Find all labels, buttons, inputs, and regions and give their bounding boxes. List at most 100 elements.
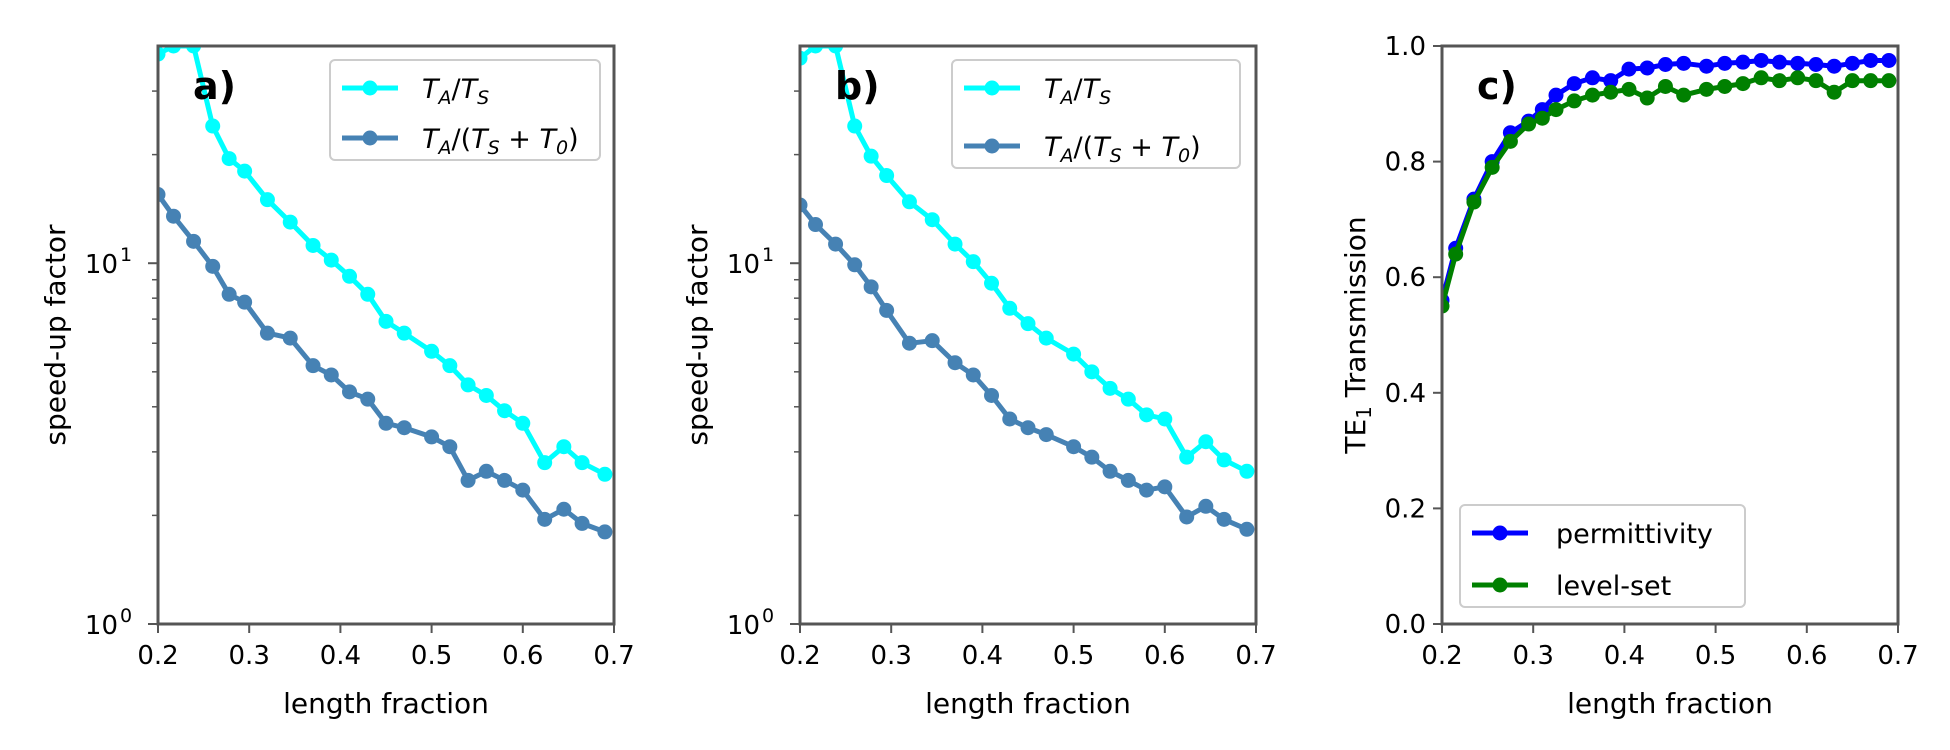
- legend-label: TA/TS: [422, 74, 489, 109]
- data-point: [305, 358, 321, 374]
- legend: TA/TS TA/(TS + T0): [951, 59, 1241, 169]
- legend-box: [951, 59, 1241, 169]
- data-point: [1808, 56, 1824, 72]
- x-tick-label: 0.6: [1786, 641, 1827, 671]
- data-point: [947, 355, 963, 371]
- data-point: [158, 187, 166, 203]
- legend: TA/TS TA/(TS + T0): [329, 59, 601, 161]
- data-point: [1753, 70, 1769, 86]
- data-point: [537, 511, 553, 527]
- y-tick-label: 0.0: [1385, 610, 1426, 640]
- data-point: [1548, 102, 1564, 118]
- data-point: [1808, 73, 1824, 89]
- axes-frame: [798, 44, 1258, 626]
- data-point: [1239, 521, 1255, 537]
- data-point: [800, 50, 808, 66]
- data-point: [497, 403, 513, 419]
- data-point: [1038, 427, 1054, 443]
- y-tick-label: 10: [85, 250, 118, 280]
- data-point: [800, 197, 808, 213]
- data-point: [1084, 364, 1100, 380]
- legend-marker: [984, 138, 1000, 154]
- data-point: [597, 466, 613, 482]
- data-point: [205, 258, 221, 274]
- data-point: [965, 254, 981, 270]
- legend-label: TA/(TS + T0): [422, 124, 579, 159]
- data-point: [378, 415, 394, 431]
- x-tick-label: 0.2: [1421, 641, 1462, 671]
- data-point: [1157, 479, 1173, 495]
- x-axis-label: length fraction: [925, 687, 1131, 720]
- data-point: [556, 439, 572, 455]
- data-point: [828, 236, 844, 252]
- data-point: [1584, 70, 1600, 86]
- x-tick-label: 0.7: [1235, 641, 1276, 671]
- data-point: [1448, 246, 1464, 262]
- panel-label: b): [835, 64, 880, 108]
- data-point: [847, 257, 863, 273]
- data-point: [460, 377, 476, 393]
- x-tick-label: 0.6: [502, 641, 543, 671]
- y-tick-label: 10: [727, 611, 760, 641]
- data-point: [221, 286, 237, 302]
- y-tick-label: 10: [85, 611, 118, 641]
- legend-label: TA/TS: [1044, 74, 1111, 109]
- data-point: [1698, 81, 1714, 97]
- data-point: [1735, 54, 1751, 70]
- legend-marker: [1492, 525, 1508, 541]
- x-tick-label: 0.7: [593, 641, 634, 671]
- data-point: [1676, 87, 1692, 103]
- data-point: [1216, 511, 1232, 527]
- data-point: [282, 214, 298, 230]
- data-point: [1790, 55, 1806, 71]
- data-point: [1566, 93, 1582, 109]
- data-point: [1826, 84, 1842, 100]
- data-point: [597, 524, 613, 540]
- y-tick-label: 0.8: [1385, 148, 1426, 178]
- data-point: [1826, 58, 1842, 74]
- data-point: [515, 482, 531, 498]
- x-axis-label: length fraction: [283, 687, 489, 720]
- data-point: [342, 384, 358, 400]
- data-point: [205, 118, 221, 134]
- data-point: [1881, 73, 1897, 89]
- x-tick-label: 0.3: [1513, 641, 1554, 671]
- x-tick-label: 0.2: [779, 641, 820, 671]
- data-point: [879, 302, 895, 318]
- legend: permittivity level-set: [1459, 504, 1746, 608]
- legend-marker: [984, 80, 1000, 96]
- data-point: [1198, 434, 1214, 450]
- data-point: [1020, 316, 1036, 332]
- data-point: [1621, 81, 1637, 97]
- data-point: [1717, 55, 1733, 71]
- x-tick-label: 0.3: [871, 641, 912, 671]
- data-point: [1735, 76, 1751, 92]
- data-point: [808, 217, 824, 233]
- y-tick-exponent: 1: [120, 244, 132, 266]
- data-point: [556, 501, 572, 517]
- x-tick-label: 0.7: [1877, 641, 1918, 671]
- data-point: [1863, 52, 1879, 68]
- data-point: [847, 118, 863, 134]
- data-point: [1038, 330, 1054, 346]
- data-point: [1639, 90, 1655, 106]
- x-axis-label: length fraction: [1567, 687, 1773, 720]
- data-point: [1066, 346, 1082, 362]
- data-point: [574, 455, 590, 471]
- data-point: [1657, 56, 1673, 72]
- data-point: [424, 343, 440, 359]
- data-point: [221, 151, 237, 167]
- data-point: [282, 330, 298, 346]
- data-point: [1102, 380, 1118, 396]
- series-line-2: [800, 203, 1248, 532]
- data-point: [1603, 73, 1619, 89]
- data-point: [186, 233, 202, 249]
- x-tick-label: 0.4: [320, 641, 361, 671]
- legend-label: permittivity: [1556, 519, 1713, 550]
- data-point: [237, 163, 253, 179]
- data-point: [1621, 61, 1637, 77]
- data-point: [1198, 498, 1214, 514]
- data-point: [965, 367, 981, 383]
